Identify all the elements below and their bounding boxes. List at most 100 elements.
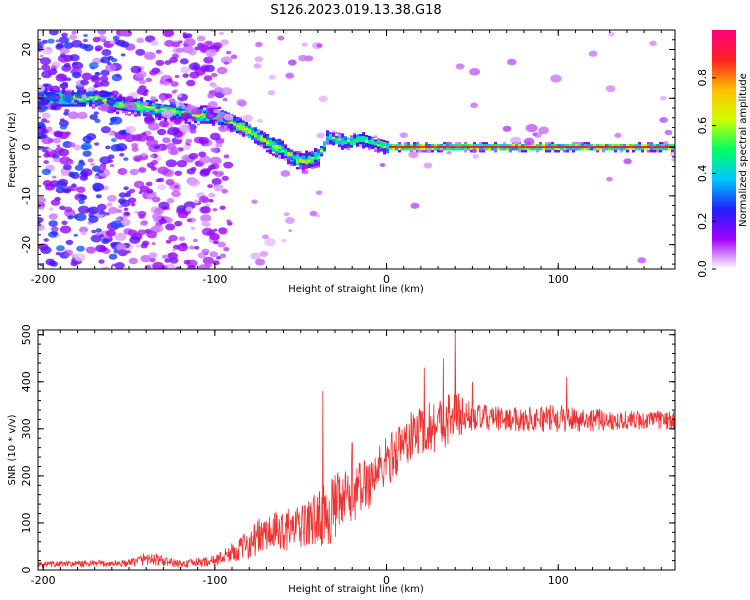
heat-cell [302,161,305,164]
heat-noise [168,98,176,104]
heat-cell [143,113,146,116]
heat-noise [74,212,87,222]
heat-noise [179,58,189,65]
heat-cell [467,144,470,147]
heat-noise [52,175,57,179]
heat-cell [167,104,170,108]
heat-cell [515,144,518,147]
heat-cell [59,90,62,93]
heat-noise [108,206,118,214]
heat-cell [338,132,341,135]
heat-noise [110,220,122,229]
heat-cell [155,99,158,102]
heat-cell [254,129,257,132]
heat-cell [254,139,257,142]
heat-noise [78,226,89,233]
heat-cell [290,157,293,161]
heat-noise [218,124,229,132]
heat-cell [122,102,125,106]
heat-noise [198,264,210,269]
heat-cell [314,157,317,161]
heat-cell [224,121,227,124]
colorbar-title: Normalized spectral amplitude [738,73,749,227]
heat-noise [186,79,196,87]
snr-y-axis-title: SNR (10 * v/v) [7,414,18,485]
heat-cell [509,144,512,147]
heat-cell [236,130,239,134]
heat-cell [386,148,389,152]
heat-noise [199,44,210,52]
heat-noise [208,164,216,170]
heat-cell [50,102,53,105]
heat-noise [162,137,171,144]
heat-noise [94,142,100,146]
heat-cell [65,104,68,107]
heat-cell [383,142,386,145]
y-tick-label: -10 [20,187,33,205]
heat-noise [122,215,128,220]
heat-cell [380,147,383,150]
heat-cell [500,146,503,149]
heat-cell [140,111,143,114]
heat-noise [219,253,227,259]
heat-cell [497,146,500,149]
heat-cell [152,106,155,110]
heat-cell [602,144,605,147]
heat-cell [254,141,257,144]
heat-noise [108,131,115,137]
y-tick-label: 0 [20,144,33,151]
heat-noise [61,220,68,225]
heat-cell [287,147,290,151]
heat-cell [146,112,149,115]
heat-cell [170,103,173,106]
heat-cell [623,144,626,147]
heat-cell [182,119,185,122]
heat-cell [290,155,293,159]
heat-cell [551,146,554,149]
heat-cell [524,146,527,149]
heat-noise [119,199,131,207]
heat-cell [95,90,98,93]
heat-noise [57,178,69,187]
heat-noise [201,220,208,225]
heat-cell [521,148,524,151]
heat-cell [551,144,554,147]
heat-cell [95,98,98,101]
heat-cell [155,105,158,108]
heat-cell [362,138,365,141]
heat-cell [560,146,563,149]
heat-cell [299,152,302,156]
heat-cell [197,115,200,118]
heat-cell [326,130,329,133]
heat-cell [269,145,272,149]
heat-cell [431,148,434,151]
heat-cell [239,116,242,120]
heat-cell [254,127,257,130]
heat-noise [78,194,88,201]
heat-cell [332,140,335,144]
heat-cell [611,146,614,149]
heat-noise [170,81,179,87]
heat-cell [653,144,656,147]
heat-cell [392,146,395,149]
heat-cell [485,144,488,147]
heat-noise [588,50,598,57]
heat-cell [254,135,257,138]
heat-noise [67,111,79,120]
heat-cell [182,107,185,110]
heat-cell [176,110,179,113]
heat-noise [149,96,157,101]
snr-x-axis-title: Height of straight line (km) [288,584,424,595]
heat-cell [212,117,215,120]
heat-cell [338,142,341,145]
heat-cell [323,147,326,150]
heat-cell [164,116,167,119]
heat-cell [320,153,323,157]
heat-cell [275,143,278,146]
heat-cell [422,146,425,149]
heat-cell [317,163,320,166]
heat-noise [92,182,105,192]
heat-noise [255,41,263,48]
heat-noise [118,205,123,209]
heat-cell [329,140,332,143]
